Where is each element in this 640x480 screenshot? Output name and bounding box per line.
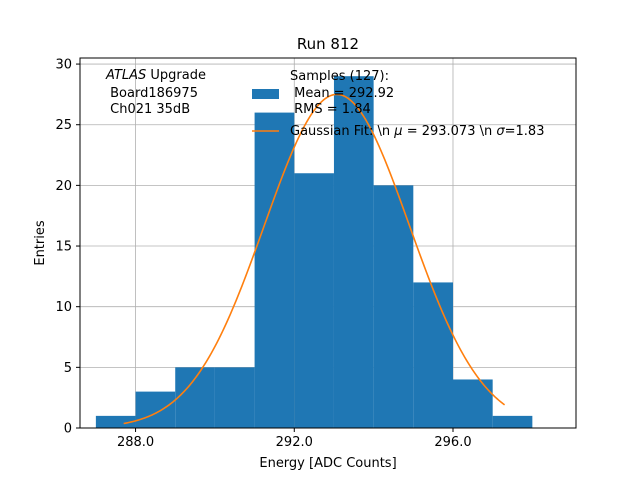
legend-samples-line-3: RMS = 1.84 (290, 102, 371, 117)
annotation-line-2: Board186975 (106, 86, 198, 101)
y-axis-label: Entries (33, 220, 48, 266)
histogram-bar (214, 367, 255, 428)
legend-fit-mu: μ (393, 124, 402, 139)
y-tick-label: 0 (64, 422, 72, 437)
annotation-atlas: ATLAS (105, 68, 146, 83)
y-tick-label: 20 (55, 179, 72, 194)
legend-samples-line-2: Mean = 292.92 (290, 86, 394, 101)
annotation-line-1: ATLAS Upgrade (105, 68, 206, 83)
histogram-bar (452, 379, 493, 428)
histogram-bar (413, 282, 453, 428)
legend-fit-prefix: Gaussian Fit: \n (290, 124, 394, 139)
legend-samples-swatch (252, 89, 279, 99)
x-tick-label: 292.0 (276, 435, 313, 450)
ticks-layer: 288.0 292.0 296.0 0 5 10 15 20 25 30 (55, 58, 471, 450)
atlas-annotation: ATLAS Upgrade Board186975 Ch021 35dB (105, 68, 206, 117)
legend-fit-sigma: σ (496, 124, 505, 139)
legend-fit-mid: = 293.073 \n (403, 124, 497, 139)
y-tick-label: 15 (55, 240, 72, 255)
y-tick-label: 10 (55, 300, 72, 315)
fit-layer (123, 93, 506, 425)
legend-fit-label: Gaussian Fit: \n μ = 293.073 \n σ=1.83 (290, 124, 544, 139)
histogram-bar (373, 185, 414, 428)
chart-title: Run 812 (297, 35, 359, 53)
histogram-bar (254, 112, 295, 429)
annotation-upgrade: Upgrade (146, 68, 206, 83)
gaussian-fit-curve (123, 93, 506, 425)
annotation-line-3: Ch021 35dB (106, 102, 190, 117)
legend-samples-line-1: Samples (127): (290, 69, 389, 84)
histogram-bar (294, 173, 334, 428)
legend: Samples (127): Mean = 292.92 RMS = 1.84 … (252, 69, 544, 139)
histogram-bar (95, 415, 136, 428)
y-tick-label: 25 (55, 118, 72, 133)
legend-fit-suffix: =1.83 (505, 124, 545, 139)
x-tick-label: 288.0 (117, 435, 154, 450)
histogram-bar (135, 391, 176, 428)
y-tick-label: 5 (64, 361, 72, 376)
histogram-bar (175, 367, 215, 428)
x-axis-label: Energy [ADC Counts] (259, 456, 396, 471)
bars-layer (95, 76, 533, 429)
histogram-bar (333, 76, 374, 429)
axes-frame (79, 57, 577, 429)
y-tick-label: 30 (55, 58, 72, 73)
histogram-bar (492, 415, 533, 428)
x-tick-label: 296.0 (434, 435, 471, 450)
